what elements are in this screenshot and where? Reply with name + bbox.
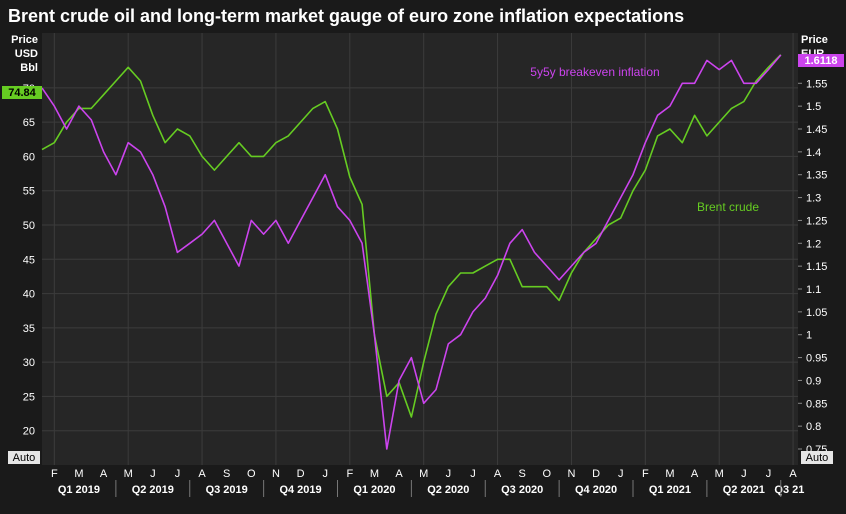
left-tick-label: 45 — [23, 254, 35, 266]
brent-annotation: Brent crude — [697, 200, 759, 214]
right-tick-label: 1.05 — [806, 307, 827, 319]
month-label: S — [223, 468, 230, 480]
month-label: M — [419, 468, 428, 480]
quarter-label: Q3 2020 — [501, 484, 543, 496]
breakeven-last-value: 1.6118 — [804, 55, 837, 67]
quarter-label: Q2 2020 — [427, 484, 469, 496]
quarter-label: Q4 2019 — [279, 484, 321, 496]
left-tick-label: 20 — [23, 426, 35, 438]
quarter-label: Q2 2021 — [723, 484, 765, 496]
month-label: M — [715, 468, 724, 480]
left-axis: 2025303540455055606570 — [23, 83, 35, 438]
left-tick-label: 50 — [23, 220, 35, 232]
quarter-label: Q1 2020 — [353, 484, 395, 496]
gridlines — [42, 33, 798, 465]
quarter-label: Q3 2019 — [206, 484, 248, 496]
series-lines — [41, 54, 782, 450]
month-label: M — [74, 468, 83, 480]
month-label: J — [470, 468, 476, 480]
right-tick-label: 1.4 — [806, 147, 821, 159]
month-label: A — [395, 468, 403, 480]
month-label: A — [494, 468, 502, 480]
left-tick-label: 40 — [23, 289, 35, 301]
month-label: D — [592, 468, 600, 480]
right-tick-label: 0.9 — [806, 375, 821, 387]
month-label: N — [272, 468, 280, 480]
month-label: J — [446, 468, 452, 480]
breakeven-last-value-tag — [798, 54, 844, 67]
right-tick-label: 1.45 — [806, 124, 827, 136]
right-tick-label: 0.95 — [806, 353, 827, 365]
auto-scale-left-box[interactable] — [8, 451, 40, 464]
auto-scale-right[interactable]: Auto — [806, 452, 829, 464]
chart-title: Brent crude oil and long-term market gau… — [8, 6, 685, 26]
right-tick-label: 1.35 — [806, 170, 827, 182]
right-tick-label: 1.55 — [806, 78, 827, 90]
month-label: F — [346, 468, 353, 480]
month-label: J — [766, 468, 772, 480]
month-label: A — [789, 468, 797, 480]
quarter-label: Q4 2020 — [575, 484, 617, 496]
right-tick-label: 1.1 — [806, 284, 821, 296]
left-axis-label-line-3: Bbl — [20, 62, 38, 74]
right-axis-label-line-1: Price — [801, 34, 828, 46]
month-label: S — [519, 468, 526, 480]
breakeven-inflation-line — [41, 54, 782, 450]
left-tick-label: 55 — [23, 186, 35, 198]
month-label: M — [665, 468, 674, 480]
breakeven-annotation: 5y5y breakeven inflation — [530, 65, 659, 79]
month-label: J — [150, 468, 156, 480]
right-tick-label: 1.25 — [806, 215, 827, 227]
right-tick-label: 0.8 — [806, 421, 821, 433]
brent-crude-line — [41, 54, 782, 418]
month-label: J — [741, 468, 747, 480]
left-tick-label: 35 — [23, 323, 35, 335]
auto-scale-left[interactable]: Auto — [13, 452, 36, 464]
month-label: A — [691, 468, 699, 480]
month-label: A — [198, 468, 206, 480]
plot-background — [42, 33, 798, 465]
quarter-label: Q1 2019 — [58, 484, 100, 496]
auto-scale-right-box[interactable] — [801, 451, 833, 464]
left-axis-label-line-2: USD — [15, 48, 38, 60]
quarter-label: Q2 2019 — [132, 484, 174, 496]
month-label: O — [247, 468, 256, 480]
left-tick-label: 60 — [23, 151, 35, 163]
x-axis: F M A M J J A S O N D J F M A M J J A S O N D J F M A M J J AQ1 2019 Q2… — [51, 468, 804, 497]
right-tick-label: 0.85 — [806, 398, 827, 410]
right-tick-label: 1.2 — [806, 238, 821, 250]
month-label: M — [124, 468, 133, 480]
right-tick-label: 1.15 — [806, 261, 827, 273]
right-tick-label: 1 — [806, 330, 812, 342]
left-tick-label: 25 — [23, 391, 35, 403]
month-label: F — [51, 468, 58, 480]
left-axis-label-line-1: Price — [11, 34, 38, 46]
brent-last-value-tag — [2, 86, 42, 99]
right-axis: 0.750.80.850.90.9511.051.11.151.21.251.3… — [798, 55, 827, 456]
month-label: J — [322, 468, 328, 480]
brent-last-value: 74.84 — [8, 87, 36, 99]
month-label: M — [370, 468, 379, 480]
quarter-label: Q1 2021 — [649, 484, 691, 496]
right-tick-label: 1.5 — [806, 101, 821, 113]
month-label: D — [297, 468, 305, 480]
month-label: F — [642, 468, 649, 480]
month-label: J — [175, 468, 181, 480]
quarter-label: Q3 21 — [774, 484, 804, 496]
month-label: J — [618, 468, 624, 480]
month-label: O — [543, 468, 552, 480]
left-tick-label: 30 — [23, 357, 35, 369]
right-tick-label: 1.3 — [806, 193, 821, 205]
month-label: A — [100, 468, 108, 480]
left-tick-label: 65 — [23, 117, 35, 129]
month-label: N — [567, 468, 575, 480]
